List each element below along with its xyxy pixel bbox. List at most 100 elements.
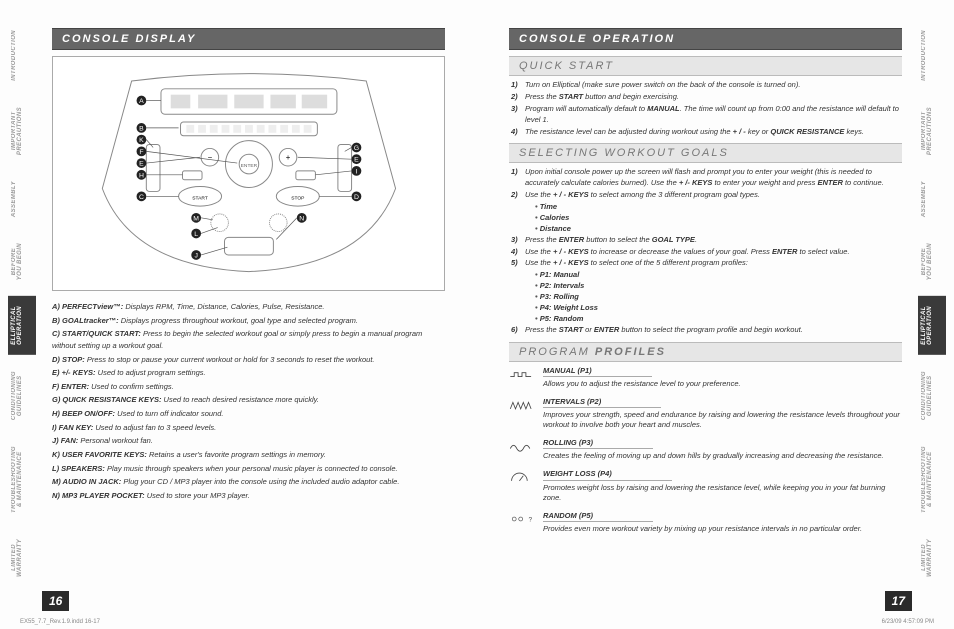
legend-item: G) QUICK RESISTANCE KEYS: Used to reach … [52, 394, 445, 406]
tab-important[interactable]: IMPORTANT PRECAUTIONS [8, 97, 36, 165]
legend-item: N) MP3 PLAYER POCKET: Used to store your… [52, 490, 445, 502]
svg-text:START: START [192, 195, 208, 201]
svg-text:N: N [299, 215, 304, 222]
svg-text:B: B [139, 125, 144, 132]
legend-list: A) PERFECTview™: Displays RPM, Time, Dis… [52, 301, 445, 501]
tab-limited[interactable]: LIMITED WARRANTY [8, 529, 36, 587]
svg-text:ENTER: ENTER [240, 163, 257, 169]
profile-desc: Improves your strength, speed and endura… [543, 410, 902, 430]
tab-assembly[interactable]: ASSEMBLY [8, 171, 36, 227]
tab-elliptical[interactable]: ELLIPTICAL OPERATION [8, 296, 36, 355]
legend-item: J) FAN: Personal workout fan. [52, 435, 445, 447]
step: 3)Program will automatically default to … [511, 104, 902, 126]
header-quick-start: QUICK START [509, 56, 902, 76]
page-left: INTRODUCTION IMPORTANT PRECAUTIONS ASSEMBL… [0, 0, 477, 629]
profiles-title-b: PROFILES [595, 346, 666, 358]
footer-right: 6/23/09 4:57:09 PM [882, 619, 934, 625]
svg-text:K: K [139, 137, 144, 144]
tab-troubleshooting[interactable]: TROUBLESHOOTING & MAINTENANCE [8, 436, 36, 523]
step: 1)Upon initial console power up the scre… [511, 167, 902, 189]
step-bullets: P1: ManualP2: IntervalsP3: RollingP4: We… [511, 270, 902, 324]
header-program-profiles: PROGRAM PROFILES [509, 342, 902, 362]
page-number-left: 16 [42, 591, 69, 611]
rolling-icon [509, 438, 543, 461]
side-tabs-right: INTRODUCTION IMPORTANT PRECAUTIONS ASSEMBL… [918, 20, 946, 587]
legend-item: D) STOP: Press to stop or pause your cur… [52, 354, 445, 366]
intervals-icon [509, 397, 543, 430]
svg-text:I: I [355, 168, 357, 175]
tab-elliptical[interactable]: ELLIPTICAL OPERATION [918, 296, 946, 355]
profile-title: MANUAL (P1) [543, 366, 652, 377]
profile-desc: Promotes weight loss by raising and lowe… [543, 483, 902, 503]
profile-item: WEIGHT LOSS (P4) Promotes weight loss by … [509, 469, 902, 502]
svg-text:E: E [139, 160, 144, 167]
legend-item: K) USER FAVORITE KEYS: Retains a user's … [52, 449, 445, 461]
page-spread: INTRODUCTION IMPORTANT PRECAUTIONS ASSEMBL… [0, 0, 954, 629]
svg-text:C: C [139, 193, 144, 200]
footer-left: EX55_7.7_Rev.1.9.indd 16-17 [20, 619, 100, 625]
side-tabs-left: INTRODUCTION IMPORTANT PRECAUTIONS ASSEMBL… [8, 20, 36, 587]
header-console-display: CONSOLE DISPLAY [52, 28, 445, 50]
tab-introduction[interactable]: INTRODUCTION [8, 20, 36, 91]
profile-item: ? RANDOM (P5) Provides even more workout v… [509, 511, 902, 534]
tab-conditioning[interactable]: CONDITIONING GUIDELINES [918, 361, 946, 430]
profile-title: WEIGHT LOSS (P4) [543, 469, 672, 480]
tab-important[interactable]: IMPORTANT PRECAUTIONS [918, 97, 946, 165]
svg-text:?: ? [529, 516, 533, 523]
legend-item: C) START/QUICK START: Press to begin the… [52, 328, 445, 351]
step: 3)Press the ENTER button to select the G… [511, 235, 902, 246]
page-number-right: 17 [885, 591, 912, 611]
step: 2)Use the + / - KEYS to select among the… [511, 190, 902, 201]
legend-item: H) BEEP ON/OFF: Used to turn off indicat… [52, 408, 445, 420]
tab-troubleshooting[interactable]: TROUBLESHOOTING & MAINTENANCE [918, 436, 946, 523]
step: 4)The resistance level can be adjusted d… [511, 127, 902, 138]
profile-item: INTERVALS (P2) Improves your strength, sp… [509, 397, 902, 430]
legend-item: M) AUDIO IN JACK: Plug your CD / MP3 pla… [52, 476, 445, 488]
profile-item: ROLLING (P3)Creates the feeling of movin… [509, 438, 902, 461]
svg-text:L: L [194, 231, 198, 238]
step-bullets: TimeCaloriesDistance [511, 202, 902, 235]
tab-limited[interactable]: LIMITED WARRANTY [918, 529, 946, 587]
legend-item: I) FAN KEY: Used to adjust fan to 3 spee… [52, 422, 445, 434]
legend-item: L) SPEAKERS: Play music through speakers… [52, 463, 445, 475]
profiles-title-a: PROGRAM [519, 346, 595, 358]
legend-item: E) +/- KEYS: Used to adjust program sett… [52, 367, 445, 379]
svg-text:D: D [354, 193, 359, 200]
header-console-operation: CONSOLE OPERATION [509, 28, 902, 50]
svg-text:A: A [139, 98, 144, 105]
svg-text:+: + [285, 153, 290, 162]
legend-item: A) PERFECTview™: Displays RPM, Time, Dis… [52, 301, 445, 313]
profile-title: RANDOM (P5) [543, 511, 653, 522]
svg-text:M: M [193, 215, 199, 222]
svg-text:E: E [354, 156, 359, 163]
svg-text:G: G [353, 145, 358, 152]
random-icon: ? [509, 511, 543, 534]
step: 6)Press the START or ENTER button to sel… [511, 325, 902, 336]
legend-item: B) GOALtracker™: Displays progress throu… [52, 315, 445, 327]
step: 5)Use the + / - KEYS to select one of th… [511, 258, 902, 269]
svg-text:F: F [139, 148, 143, 155]
selecting-steps: 1)Upon initial console power up the scre… [509, 167, 902, 335]
svg-text:H: H [139, 172, 144, 179]
tab-before[interactable]: BEFORE YOU BEGIN [918, 233, 946, 290]
tab-conditioning[interactable]: CONDITIONING GUIDELINES [8, 361, 36, 430]
weight-icon [509, 469, 543, 502]
tab-introduction[interactable]: INTRODUCTION [918, 20, 946, 91]
header-selecting-goals: SELECTING WORKOUT GOALS [509, 143, 902, 163]
profile-item: MANUAL (P1) Allows you to adjust the resi… [509, 366, 902, 389]
profile-title: ROLLING (P3) [543, 438, 653, 449]
step: 4)Use the + / - KEYS to increase or decr… [511, 247, 902, 258]
profiles-list: MANUAL (P1) Allows you to adjust the resi… [509, 366, 902, 535]
legend-item: F) ENTER: Used to confirm settings. [52, 381, 445, 393]
tab-before[interactable]: BEFORE YOU BEGIN [8, 233, 36, 290]
profile-title: INTERVALS (P2) [543, 397, 661, 408]
svg-text:STOP: STOP [291, 195, 304, 201]
quick-start-steps: 1)Turn on Elliptical (make sure power sw… [509, 80, 902, 137]
svg-text:−: − [207, 153, 212, 162]
manual-icon [509, 366, 543, 389]
profile-desc: Provides even more workout variety by mi… [543, 524, 902, 534]
profile-desc: Allows you to adjust the resistance leve… [543, 379, 902, 389]
step: 1)Turn on Elliptical (make sure power sw… [511, 80, 902, 91]
svg-text:J: J [194, 252, 197, 259]
tab-assembly[interactable]: ASSEMBLY [918, 171, 946, 227]
